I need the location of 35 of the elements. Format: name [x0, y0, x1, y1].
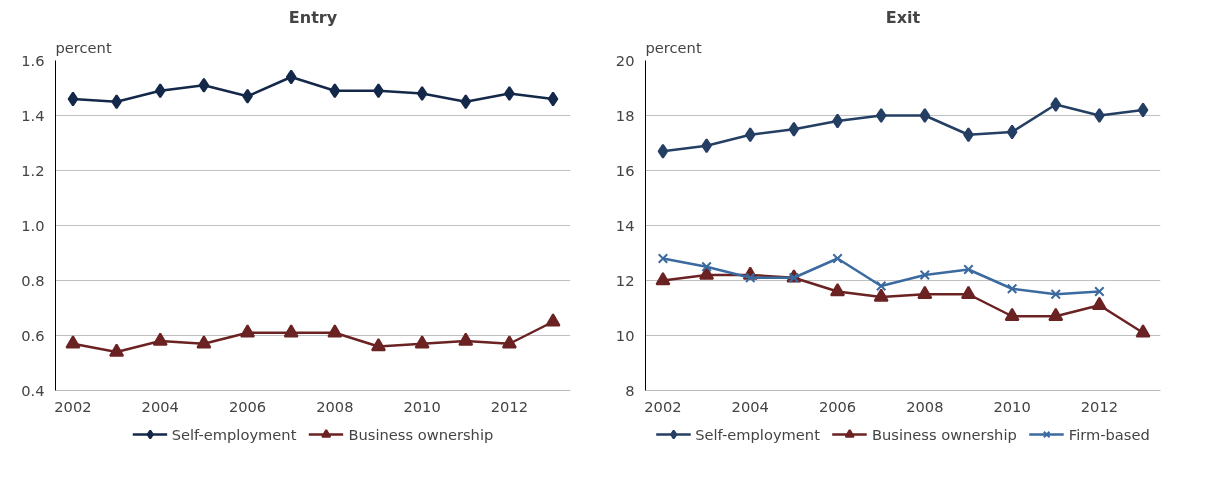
y-tick-label: 14 — [615, 216, 635, 234]
y-tick-label: 1.0 — [21, 216, 45, 234]
y-tick-label: 1.4 — [21, 106, 45, 124]
x-tick-label: 2012 — [1080, 397, 1119, 415]
x-tick-label: 2002 — [54, 397, 92, 415]
legend-label: Self-employment — [695, 425, 820, 443]
x-tick-label: 2004 — [731, 397, 769, 415]
legend-label: Firm-based — [1068, 425, 1150, 443]
y-tick-label: 1.6 — [21, 51, 45, 69]
x-tick-label: 2006 — [818, 397, 857, 415]
x-tick-label: 2010 — [403, 397, 441, 415]
y-tick-label: 16 — [615, 161, 635, 179]
x-tick-label: 2010 — [993, 397, 1031, 415]
y-tick-label: 0.6 — [21, 326, 45, 344]
x-tick-label: 2002 — [644, 397, 682, 415]
x-tick-label: 2012 — [490, 397, 529, 415]
y-tick-label: 20 — [615, 51, 635, 69]
y-tick-label: 0.8 — [21, 271, 45, 289]
y-axis-title: percent — [55, 38, 112, 56]
y-tick-label: 1.2 — [21, 161, 45, 179]
chart-title: Entry — [288, 7, 338, 27]
chart-title: Exit — [885, 7, 921, 27]
x-tick-label: 2008 — [316, 397, 354, 415]
x-tick-label: 2006 — [228, 397, 267, 415]
y-tick-label: 18 — [615, 106, 635, 124]
legend-label: Business ownership — [348, 425, 494, 443]
legend-label: Business ownership — [871, 425, 1017, 443]
y-tick-label: 12 — [615, 271, 635, 289]
legend-label: Self-employment — [171, 425, 297, 443]
y-tick-label: 10 — [615, 326, 635, 344]
x-tick-label: 2008 — [906, 397, 944, 415]
y-tick-label: 0.4 — [21, 381, 45, 399]
x-tick-label: 2004 — [141, 397, 179, 415]
y-tick-label: 8 — [625, 381, 635, 399]
y-axis-title: percent — [645, 38, 702, 56]
